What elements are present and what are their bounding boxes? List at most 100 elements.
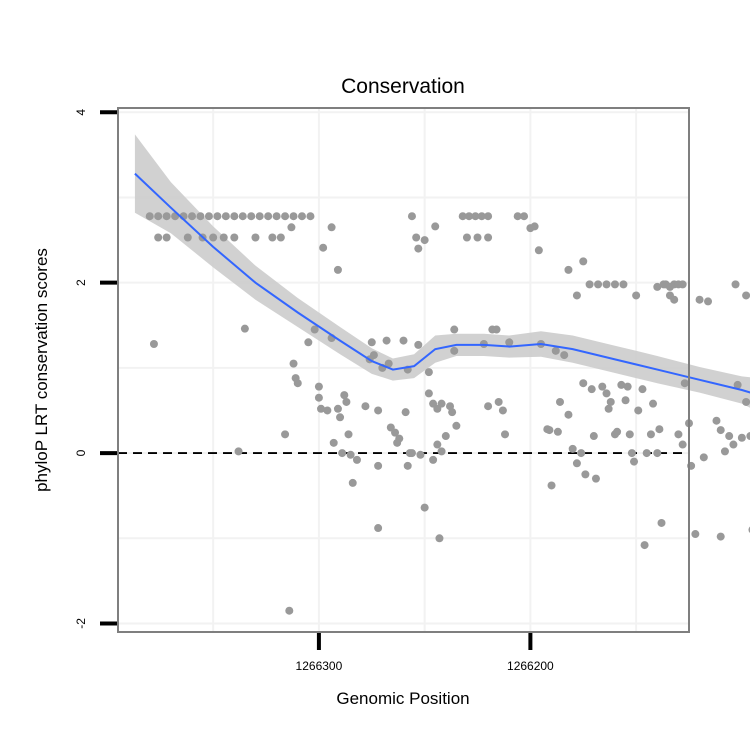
data-point [285, 606, 294, 615]
data-point [448, 408, 457, 417]
data-point [729, 440, 738, 449]
y-tick-label: 2 [74, 279, 88, 286]
data-point [572, 459, 581, 468]
data-point [314, 382, 323, 391]
data-point [477, 212, 486, 221]
data-point [391, 428, 400, 437]
data-point [412, 233, 421, 242]
data-point [289, 212, 298, 221]
data-point [484, 212, 493, 221]
data-point [441, 432, 450, 441]
data-point [319, 243, 328, 252]
y-tick-label: 0 [74, 449, 88, 456]
data-point [625, 430, 634, 439]
data-point [287, 223, 296, 232]
data-point [414, 340, 423, 349]
data-point [471, 212, 480, 221]
y-axis-ticks: -2 0 2 4 [74, 109, 117, 629]
data-point [306, 212, 315, 221]
data-point [484, 233, 493, 242]
data-point [342, 397, 351, 406]
data-point [513, 212, 522, 221]
data-point [655, 425, 664, 434]
x-axis-ticks: 1266300 1266200 [296, 633, 554, 673]
data-point [720, 447, 729, 456]
data-point [154, 212, 163, 221]
data-point [416, 450, 425, 459]
data-point [310, 325, 319, 334]
data-point [162, 212, 171, 221]
data-point [553, 427, 562, 436]
data-point [403, 461, 412, 470]
data-point [564, 410, 573, 419]
data-point [382, 336, 391, 345]
data-point [638, 385, 647, 394]
data-point [484, 402, 493, 411]
data-point [585, 280, 594, 289]
data-point [336, 413, 345, 422]
data-point [424, 368, 433, 377]
data-point [530, 222, 539, 231]
data-point [691, 530, 700, 539]
data-point [431, 222, 440, 231]
data-point [545, 426, 554, 435]
data-point [230, 212, 239, 221]
data-point [678, 280, 687, 289]
data-point [501, 430, 510, 439]
data-point [712, 416, 721, 425]
data-point [374, 406, 383, 415]
data-point [494, 397, 503, 406]
x-tick-label: 1266200 [507, 659, 554, 673]
data-point [589, 432, 598, 441]
data-point [272, 212, 281, 221]
data-point [407, 212, 416, 221]
data-point [450, 325, 459, 334]
data-point [670, 295, 679, 304]
data-point [352, 455, 361, 464]
data-point [329, 438, 338, 447]
data-point [333, 404, 342, 413]
data-point [579, 257, 588, 266]
data-point [634, 406, 643, 415]
data-point [737, 433, 746, 442]
data-point [680, 379, 689, 388]
data-point [742, 291, 750, 300]
data-point [414, 244, 423, 253]
data-point [435, 534, 444, 543]
data-point [369, 351, 378, 360]
data-point [297, 212, 306, 221]
data-point [213, 212, 222, 221]
data-point [591, 474, 600, 483]
data-point [627, 449, 636, 458]
data-point [429, 455, 438, 464]
data-point [281, 430, 290, 439]
data-point [572, 291, 581, 300]
data-point [420, 236, 429, 245]
data-point [742, 397, 750, 406]
data-point [407, 449, 416, 458]
data-point [695, 295, 704, 304]
data-point [653, 449, 662, 458]
data-point [659, 280, 668, 289]
data-point [520, 212, 529, 221]
data-point [594, 280, 603, 289]
y-tick-label: 4 [74, 109, 88, 116]
data-point [154, 233, 163, 242]
data-point [577, 449, 586, 458]
smooth-trend-line [134, 172, 750, 394]
data-point [630, 457, 639, 466]
data-point [733, 380, 742, 389]
x-tick-label: 1266300 [296, 659, 343, 673]
data-point [619, 280, 628, 289]
data-point [399, 336, 408, 345]
data-point [568, 444, 577, 453]
data-point [374, 524, 383, 533]
data-point [602, 280, 611, 289]
data-point [725, 432, 734, 441]
data-point [289, 359, 298, 368]
data-point [581, 470, 590, 479]
data-point [731, 280, 740, 289]
data-point [344, 430, 353, 439]
data-point [587, 385, 596, 394]
data-point [613, 427, 622, 436]
